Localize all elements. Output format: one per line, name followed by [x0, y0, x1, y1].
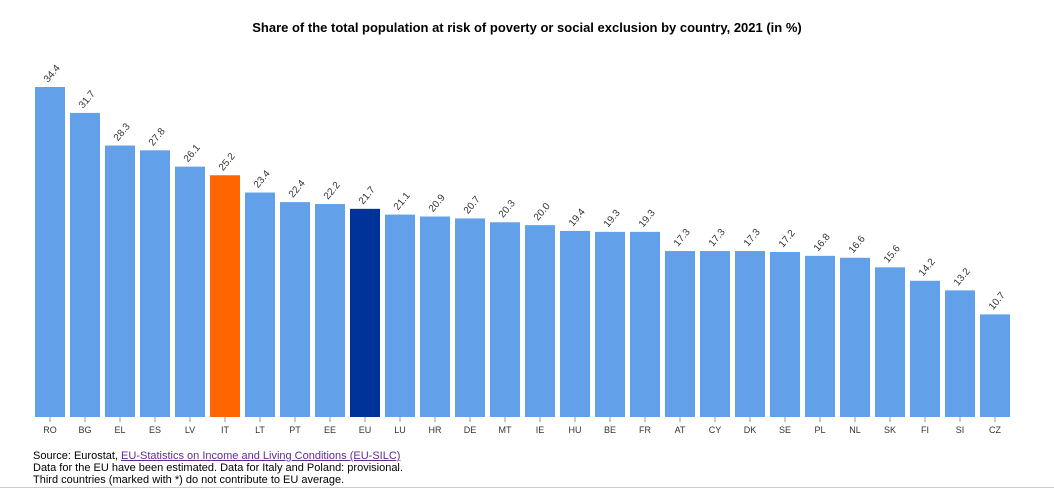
eu-silc-link[interactable]: EU-Statistics on Income and Living Condi… — [121, 450, 401, 462]
data-label-hr: 20.9 — [427, 192, 448, 214]
data-label-eu: 21.7 — [357, 184, 378, 206]
bar-cy[interactable] — [700, 251, 730, 417]
x-tick-label-ro: RO — [43, 425, 57, 435]
bar-se[interactable] — [770, 252, 800, 417]
x-tick-label-pt: PT — [289, 425, 301, 435]
bar-bg[interactable] — [70, 112, 100, 418]
bar-eu[interactable] — [350, 208, 380, 417]
x-tick-label-mt: MT — [499, 425, 512, 435]
bar-pl[interactable] — [805, 255, 835, 417]
bar-fi[interactable] — [910, 280, 940, 417]
bar-pt[interactable] — [280, 202, 310, 417]
bar-cz[interactable] — [980, 314, 1010, 417]
data-label-ee: 22.2 — [322, 180, 343, 202]
bar-sk[interactable] — [875, 267, 905, 417]
data-label-fr: 19.3 — [637, 207, 658, 229]
data-label-el: 28.3 — [112, 121, 133, 143]
x-tick-label-bg: BG — [78, 425, 91, 435]
bar-dk[interactable] — [735, 251, 765, 417]
x-tick-label-lv: LV — [185, 425, 195, 435]
bar-ie[interactable] — [525, 225, 555, 417]
bar-si[interactable] — [945, 290, 975, 417]
x-tick-label-at: AT — [675, 425, 686, 435]
bar-at[interactable] — [665, 251, 695, 417]
bar-fr[interactable] — [630, 231, 660, 417]
bar-be[interactable] — [595, 231, 625, 417]
data-label-ro: 34.4 — [42, 63, 63, 85]
x-tick-label-pl: PL — [814, 425, 825, 435]
data-label-lt: 23.4 — [252, 168, 273, 190]
data-label-bg: 31.7 — [77, 89, 98, 111]
x-tick-label-fr: FR — [639, 425, 651, 435]
bar-de[interactable] — [455, 218, 485, 417]
note-third-countries: Third countries (marked with *) do not c… — [33, 474, 345, 486]
bar-ro[interactable] — [35, 87, 65, 417]
data-label-mt: 20.3 — [497, 198, 518, 220]
x-tick-label-cy: CY — [709, 425, 722, 435]
bar-hu[interactable] — [560, 230, 590, 417]
data-label-es: 27.8 — [147, 126, 168, 148]
x-tick-label-ie: IE — [536, 425, 545, 435]
data-label-it: 25.2 — [217, 151, 238, 173]
x-tick-label-nl: NL — [849, 425, 861, 435]
data-label-cy: 17.3 — [707, 227, 728, 249]
data-label-lv: 26.1 — [182, 142, 203, 164]
x-tick-label-hr: HR — [429, 425, 442, 435]
x-tick-label-fi: FI — [921, 425, 929, 435]
data-label-at: 17.3 — [672, 227, 693, 249]
note-estimated: Data for the EU have been estimated. Dat… — [33, 462, 403, 474]
data-label-nl: 16.6 — [847, 233, 868, 255]
x-tick-label-hu: HU — [569, 425, 582, 435]
data-label-se: 17.2 — [777, 228, 798, 250]
data-label-pt: 22.4 — [287, 178, 308, 200]
x-tick-label-lu: LU — [394, 425, 406, 435]
bar-nl[interactable] — [840, 257, 870, 417]
bar-es[interactable] — [140, 150, 170, 417]
data-label-sk: 15.6 — [882, 243, 903, 265]
x-tick-label-it: IT — [221, 425, 230, 435]
bar-it[interactable] — [210, 175, 240, 417]
x-tick-label-el: EL — [114, 425, 125, 435]
bar-mt[interactable] — [490, 222, 520, 417]
bar-lu[interactable] — [385, 214, 415, 417]
x-tick-label-si: SI — [956, 425, 965, 435]
data-label-be: 19.3 — [602, 207, 623, 229]
data-label-ie: 20.0 — [532, 201, 553, 223]
x-tick-label-cz: CZ — [989, 425, 1001, 435]
data-label-hu: 19.4 — [567, 207, 588, 229]
data-label-de: 20.7 — [462, 194, 483, 216]
x-tick-label-se: SE — [779, 425, 791, 435]
x-tick-label-be: BE — [604, 425, 616, 435]
data-label-si: 13.2 — [952, 266, 973, 288]
x-tick-label-dk: DK — [744, 425, 757, 435]
data-label-pl: 16.8 — [812, 231, 833, 253]
source-prefix: Source: Eurostat, — [33, 450, 122, 462]
x-tick-label-lt: LT — [255, 425, 265, 435]
source-line: Source: Eurostat, EU-Statistics on Incom… — [33, 450, 403, 462]
bar-lt[interactable] — [245, 192, 275, 417]
bar-hr[interactable] — [420, 216, 450, 417]
x-tick-label-ee: EE — [324, 425, 336, 435]
data-label-dk: 17.3 — [742, 227, 763, 249]
x-tick-label-sk: SK — [884, 425, 896, 435]
chart-notes: Source: Eurostat, EU-Statistics on Incom… — [33, 450, 403, 486]
data-label-fi: 14.2 — [917, 256, 938, 278]
data-label-cz: 10.7 — [987, 290, 1008, 312]
x-tick-label-eu: EU — [359, 425, 372, 435]
data-label-lu: 21.1 — [392, 190, 413, 212]
chart-title: Share of the total population at risk of… — [252, 20, 802, 35]
divider — [0, 487, 1054, 488]
bar-chart: RO 34.4 BG 31.7 EL 28.3 ES 27.8 LV 26.1 IT 25.2 LT 23… — [35, 63, 1010, 435]
x-tick-label-es: ES — [149, 425, 161, 435]
bar-lv[interactable] — [175, 166, 205, 417]
x-tick-label-de: DE — [464, 425, 477, 435]
bar-ee[interactable] — [315, 204, 345, 417]
bar-el[interactable] — [105, 145, 135, 417]
